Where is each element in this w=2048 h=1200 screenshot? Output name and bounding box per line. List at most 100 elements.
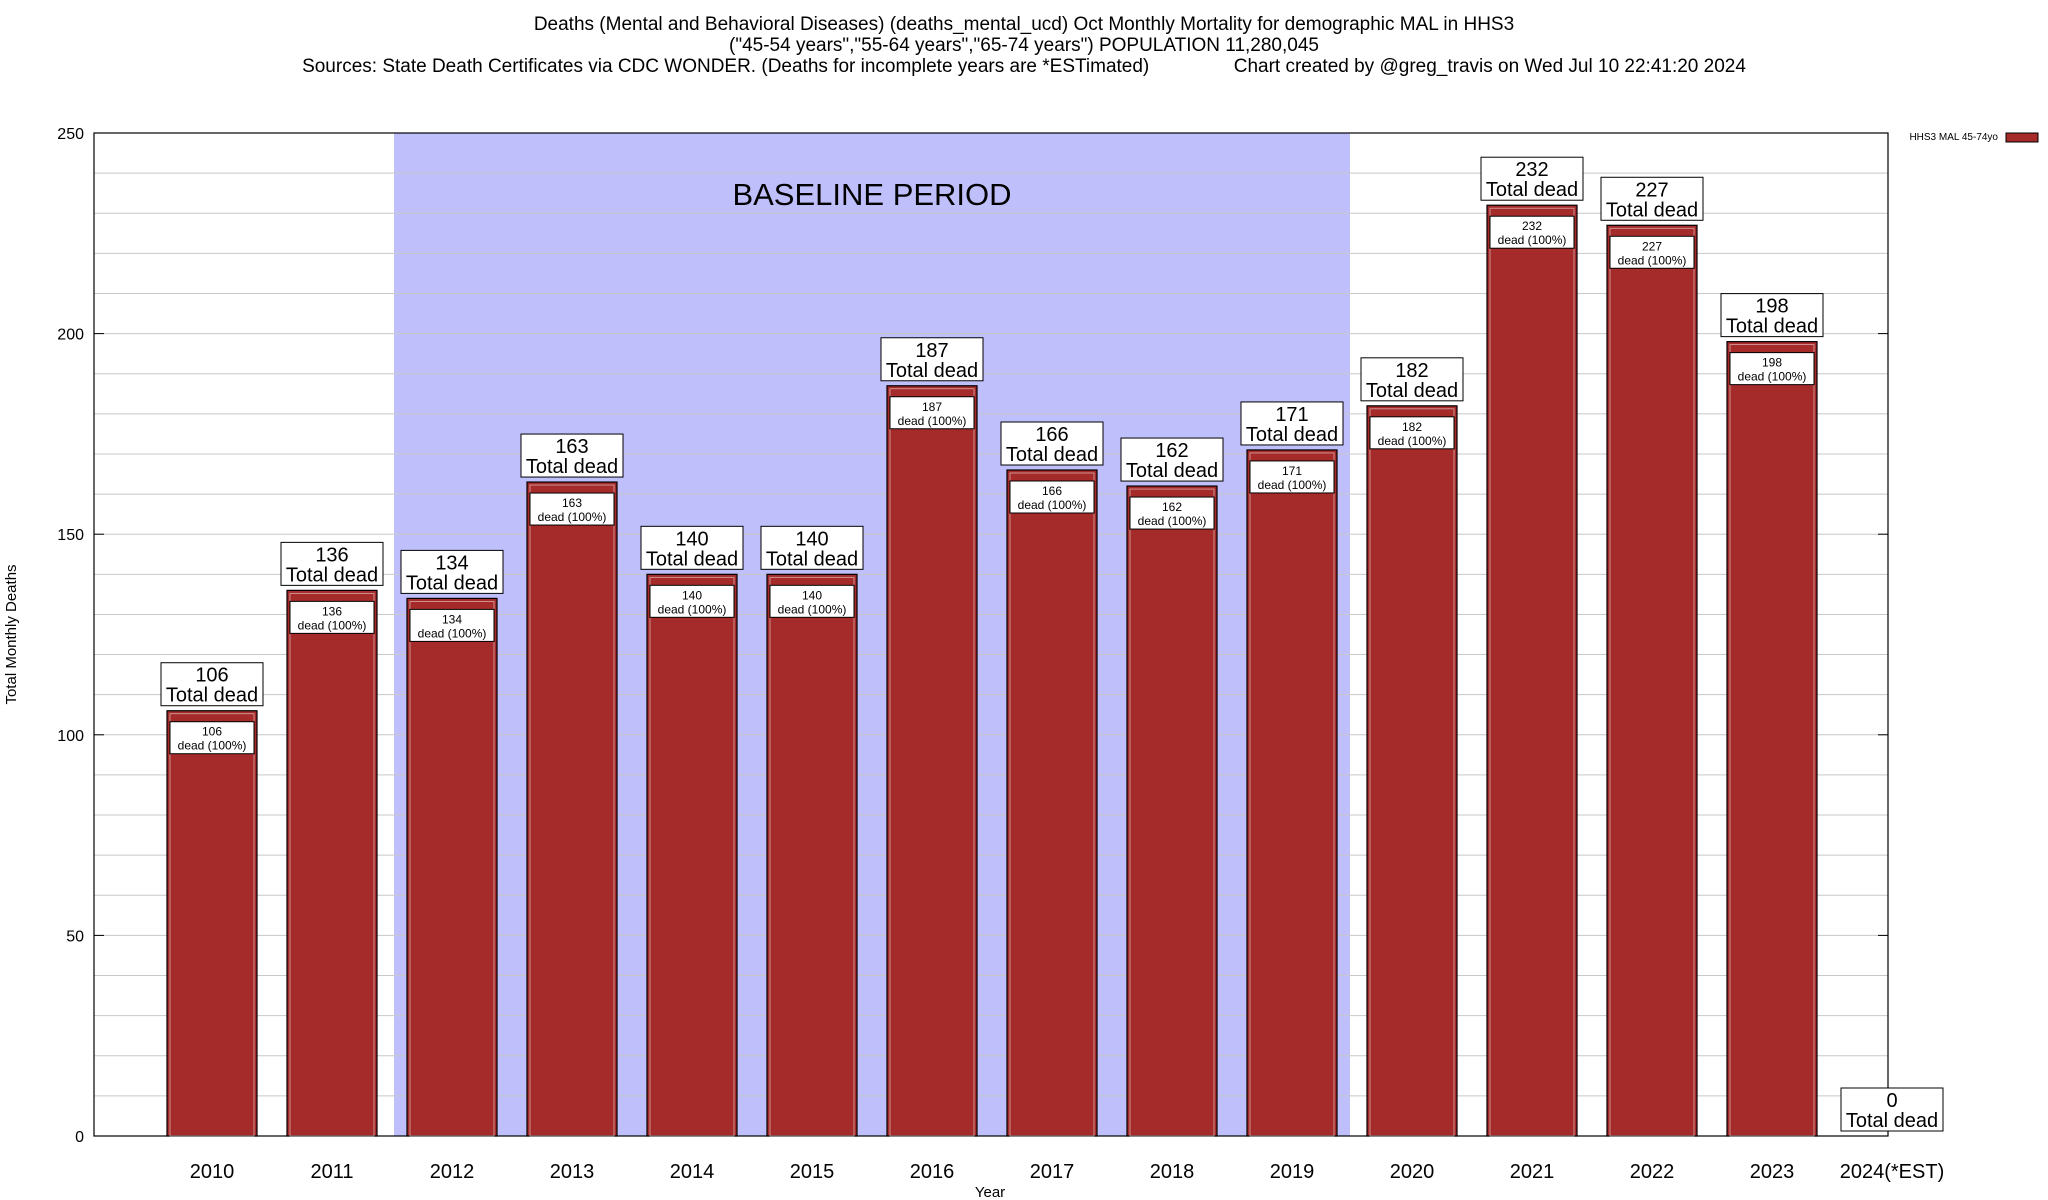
inner-label-text: dead (100%) [178, 739, 247, 753]
bar-2022 [1606, 224, 1698, 1137]
bar-2020 [1366, 405, 1458, 1137]
top-label-box [1720, 293, 1824, 338]
top-label-value: 163 [555, 436, 588, 458]
y-tick-label: 100 [57, 728, 84, 745]
top-label-text: Total dead [166, 685, 258, 707]
chart-title: Deaths (Mental and Behavioral Diseases) … [533, 14, 1515, 35]
chart-title-block: Deaths (Mental and Behavioral Diseases) … [0, 14, 2048, 77]
top-label-box [640, 525, 744, 570]
top-label-box [1480, 156, 1584, 201]
bar-inner-edge [1489, 207, 1575, 1137]
x-tick-label: 2012 [430, 1161, 475, 1183]
inner-label-value: 182 [1402, 420, 1422, 434]
legend-label: HHS3 MAL 45-74yo [1909, 132, 1998, 143]
bar-2023 [1726, 341, 1818, 1137]
top-label-box [1840, 1087, 1944, 1132]
top-label-text: Total dead [1846, 1110, 1938, 1132]
bar-inner-edge [1129, 488, 1215, 1137]
y-tick-label: 50 [66, 928, 84, 945]
top-label-box [880, 337, 984, 382]
x-axis-label: Year [975, 1184, 1005, 1200]
chart-subtitle: ("45-54 years","55-64 years","65-74 year… [729, 35, 1319, 56]
top-label-text: Total dead [1246, 424, 1338, 446]
top-label-box [760, 525, 864, 570]
top-label-text: Total dead [1606, 199, 1698, 221]
x-tick-label: 2023 [1750, 1161, 1795, 1183]
bar-inner-edge [1249, 452, 1335, 1137]
bar-inner-edge [1609, 227, 1695, 1137]
top-label-value: 162 [1155, 440, 1188, 462]
inner-label-box [769, 584, 855, 618]
inner-label-text: dead (100%) [418, 626, 487, 640]
inner-label-text: dead (100%) [298, 618, 367, 632]
top-label-value: 171 [1275, 404, 1308, 426]
inner-label-box [289, 600, 375, 634]
inner-label-box [1009, 480, 1095, 514]
bar-inner-edge [169, 713, 255, 1137]
y-tick-label: 0 [75, 1129, 84, 1146]
top-label-text: Total dead [526, 456, 618, 478]
top-label-text: Total dead [1006, 444, 1098, 466]
inner-label-box [1609, 235, 1695, 269]
y-tick-label: 150 [57, 527, 84, 544]
top-label-box [160, 662, 264, 707]
x-tick-label: 2015 [790, 1161, 835, 1183]
inner-label-value: 227 [1642, 239, 1662, 253]
inner-label-box [1369, 416, 1455, 450]
top-label-value: 106 [195, 665, 228, 687]
top-label-box [400, 549, 504, 594]
bar-inner-edge [889, 388, 975, 1137]
inner-label-text: dead (100%) [658, 602, 727, 616]
inner-label-box [889, 396, 975, 430]
top-label-box [1120, 437, 1224, 482]
bar-2010 [166, 710, 258, 1137]
top-label-text: Total dead [766, 548, 858, 570]
inner-label-value: 134 [442, 612, 462, 626]
inner-label-value: 198 [1762, 356, 1782, 370]
x-tick-label: 2011 [310, 1161, 353, 1183]
top-label-box [1000, 421, 1104, 466]
inner-label-value: 187 [922, 400, 942, 414]
inner-label-box [169, 721, 255, 755]
top-label-box [1600, 176, 1704, 221]
bar-inner-edge [289, 592, 375, 1137]
bar-inner-edge [769, 576, 855, 1137]
top-label-value: 198 [1755, 296, 1788, 318]
inner-label-text: dead (100%) [1258, 478, 1327, 492]
bar-2011 [286, 589, 378, 1137]
top-label-text: Total dead [1366, 380, 1458, 402]
inner-label-box [409, 608, 495, 642]
bar-2018 [1126, 485, 1218, 1137]
top-label-value: 232 [1515, 159, 1548, 181]
inner-label-value: 232 [1522, 219, 1542, 233]
top-label-text: Total dead [1486, 179, 1578, 201]
inner-label-text: dead (100%) [898, 414, 967, 428]
x-tick-label: 2017 [1030, 1161, 1075, 1183]
inner-label-value: 162 [1162, 500, 1182, 514]
inner-label-box [1489, 215, 1575, 249]
inner-label-text: dead (100%) [1138, 514, 1207, 528]
inner-label-value: 166 [1042, 484, 1062, 498]
inner-label-text: dead (100%) [1378, 434, 1447, 448]
top-label-value: 136 [315, 544, 348, 566]
inner-label-box [529, 492, 615, 526]
bar-2014 [646, 573, 738, 1137]
x-tick-label: 2024(*EST) [1840, 1161, 1945, 1183]
x-tick-label: 2022 [1630, 1161, 1675, 1183]
x-tick-label: 2021 [1510, 1161, 1555, 1183]
bar-inner-edge [1369, 408, 1455, 1137]
top-label-text: Total dead [886, 360, 978, 382]
x-tick-label: 2014 [670, 1161, 715, 1183]
top-label-text: Total dead [286, 564, 378, 586]
inner-label-text: dead (100%) [1738, 370, 1807, 384]
inner-label-text: dead (100%) [778, 602, 847, 616]
inner-label-text: dead (100%) [1498, 233, 1567, 247]
inner-label-value: 171 [1282, 464, 1302, 478]
x-tick-label: 2010 [190, 1161, 235, 1183]
inner-label-value: 106 [202, 725, 222, 739]
bar-2021 [1486, 204, 1578, 1137]
baseline-period-label: BASELINE PERIOD [732, 177, 1011, 212]
y-tick-label: 250 [57, 126, 84, 143]
inner-label-text: dead (100%) [1618, 253, 1687, 267]
